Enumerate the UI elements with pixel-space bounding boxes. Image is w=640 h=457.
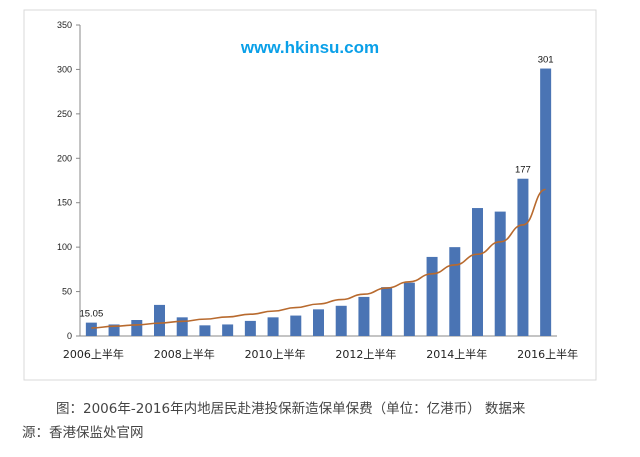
bar — [517, 178, 529, 336]
y-tick-label: 50 — [62, 287, 72, 297]
y-tick-label: 150 — [57, 198, 72, 208]
x-tick-label: 2014上半年 — [426, 347, 487, 361]
bar-chart: 0 50 100 150 200 250 300 350 2006上半年 2008上半年 2010… — [23, 9, 597, 381]
figure-caption: 图：2006年-2016年内地居民赴港投保新造保单保费（单位：亿港币） 数据来 … — [22, 397, 622, 445]
bar — [449, 247, 461, 336]
x-tick-label: 2012上半年 — [335, 347, 396, 361]
bar — [403, 282, 415, 336]
bar — [108, 324, 120, 336]
x-tick-label: 2016上半年 — [517, 347, 578, 361]
y-axis: 0 50 100 150 200 250 300 350 — [57, 20, 81, 341]
y-tick-label: 0 — [67, 331, 72, 341]
bar — [267, 317, 279, 336]
bar-series — [85, 68, 552, 336]
bar — [85, 322, 97, 336]
bar — [154, 304, 165, 336]
bar — [176, 317, 188, 336]
data-label: 301 — [538, 55, 554, 66]
y-tick-label: 300 — [57, 64, 72, 74]
x-tick-label: 2008上半年 — [154, 347, 215, 361]
bar — [131, 320, 143, 336]
caption-line-1: 图：2006年-2016年内地居民赴港投保新造保单保费（单位：亿港币） 数据来 — [56, 401, 526, 417]
bar — [381, 287, 393, 336]
chart-border — [23, 9, 597, 381]
y-tick-label: 250 — [57, 109, 72, 119]
bar — [244, 320, 256, 336]
x-tick-label: 2006上半年 — [63, 347, 124, 361]
y-tick-label: 200 — [57, 153, 72, 163]
bar — [494, 211, 506, 336]
bar — [472, 208, 483, 336]
y-tick-label: 100 — [57, 242, 72, 252]
data-label: 177 — [515, 165, 531, 176]
bar — [222, 324, 234, 336]
bar — [335, 305, 347, 336]
x-axis: 2006上半年 2008上半年 2010上半年 2012上半年 2014上半年 2016上… — [63, 335, 578, 361]
watermark-text: www.hkinsu.com — [240, 38, 379, 57]
x-tick-label: 2010上半年 — [245, 347, 306, 361]
bar — [358, 296, 370, 336]
data-labels: 15.05 177 301 — [79, 55, 553, 320]
bar — [426, 256, 438, 336]
trend-line — [91, 188, 546, 329]
bar — [290, 315, 302, 336]
caption-line-2: 源：香港保监处官网 — [22, 425, 144, 441]
bar — [199, 325, 211, 336]
bar — [540, 68, 552, 336]
y-tick-label: 350 — [57, 20, 72, 30]
bar — [313, 309, 324, 336]
data-label: 15.05 — [79, 309, 103, 320]
